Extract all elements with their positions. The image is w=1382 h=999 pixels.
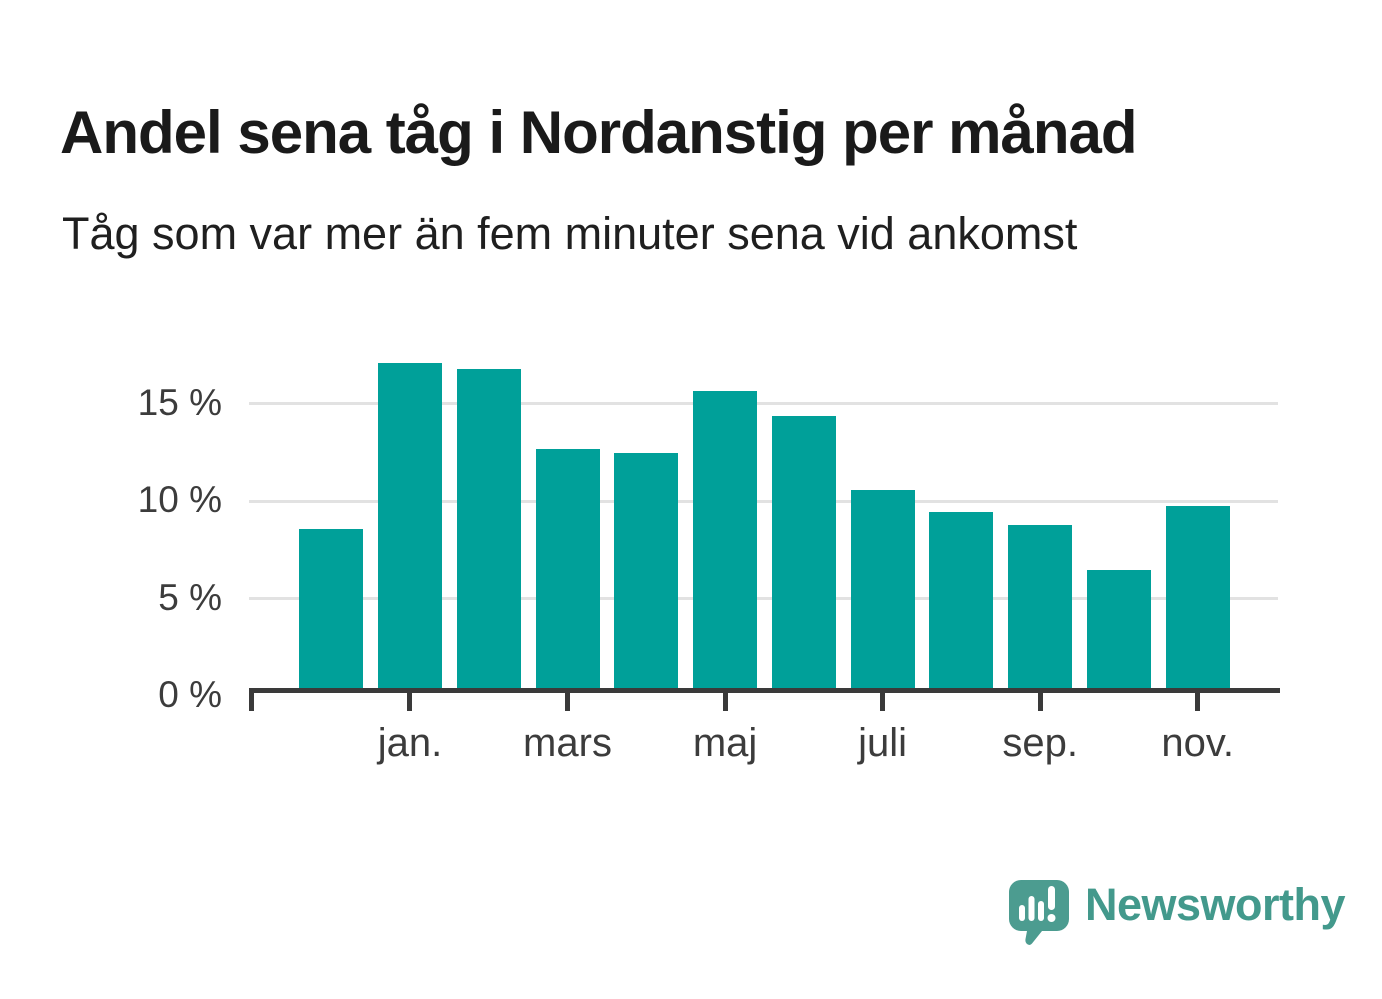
x-axis-label-jan: jan. xyxy=(377,721,443,765)
bar-sep xyxy=(1008,525,1073,691)
x-axis-tick-mars xyxy=(565,693,570,711)
x-axis-tick-maj xyxy=(722,693,728,711)
y-axis-label-0-percent: 0 % xyxy=(158,674,222,715)
y-axis-label-5-percent: 5 % xyxy=(158,576,222,618)
chart-subtitle: Tåg som var mer än fem minuter sena vid … xyxy=(62,208,1078,259)
x-axis-label-mars: mars xyxy=(523,721,612,765)
bar-juni xyxy=(771,416,836,691)
x-axis-tick-nov xyxy=(1195,693,1201,711)
bar-maj xyxy=(693,390,758,691)
bar-feb xyxy=(456,369,521,691)
bar-dec xyxy=(299,529,364,691)
bar-apr xyxy=(614,453,679,691)
x-axis-tick-sep xyxy=(1037,693,1043,711)
x-axis-label-maj: maj xyxy=(692,721,758,765)
x-axis-tick-juli xyxy=(880,693,886,711)
bar-juli xyxy=(850,490,915,691)
x-axis-line xyxy=(249,688,1280,693)
bar-jan xyxy=(377,363,442,691)
page-title: Andel sena tåg i Nordanstig per månad xyxy=(60,99,1138,167)
x-axis-label-sep: sep. xyxy=(1002,721,1078,765)
x-axis-origin-tick xyxy=(249,693,254,711)
bar-okt xyxy=(1086,570,1151,691)
newsworthy-speech-bubble-chart-icon xyxy=(1009,880,1069,945)
brand-logo: Newsworthy xyxy=(1008,879,1346,947)
y-axis-label-15-percent: 15 % xyxy=(137,381,222,423)
bar-mars xyxy=(535,449,600,691)
gridline-10-percent xyxy=(249,499,1278,503)
x-axis-label-nov: nov. xyxy=(1161,721,1234,765)
bar-nov xyxy=(1165,505,1230,691)
x-axis-label-juli: juli xyxy=(858,721,908,765)
x-axis-tick-jan xyxy=(407,693,413,711)
y-axis-label-10-percent: 10 % xyxy=(137,479,222,520)
brand-name: Newsworthy xyxy=(1085,879,1346,930)
gridline-5-percent xyxy=(249,597,1278,600)
gridline-15-percent xyxy=(249,402,1278,405)
bar-aug xyxy=(929,511,994,691)
